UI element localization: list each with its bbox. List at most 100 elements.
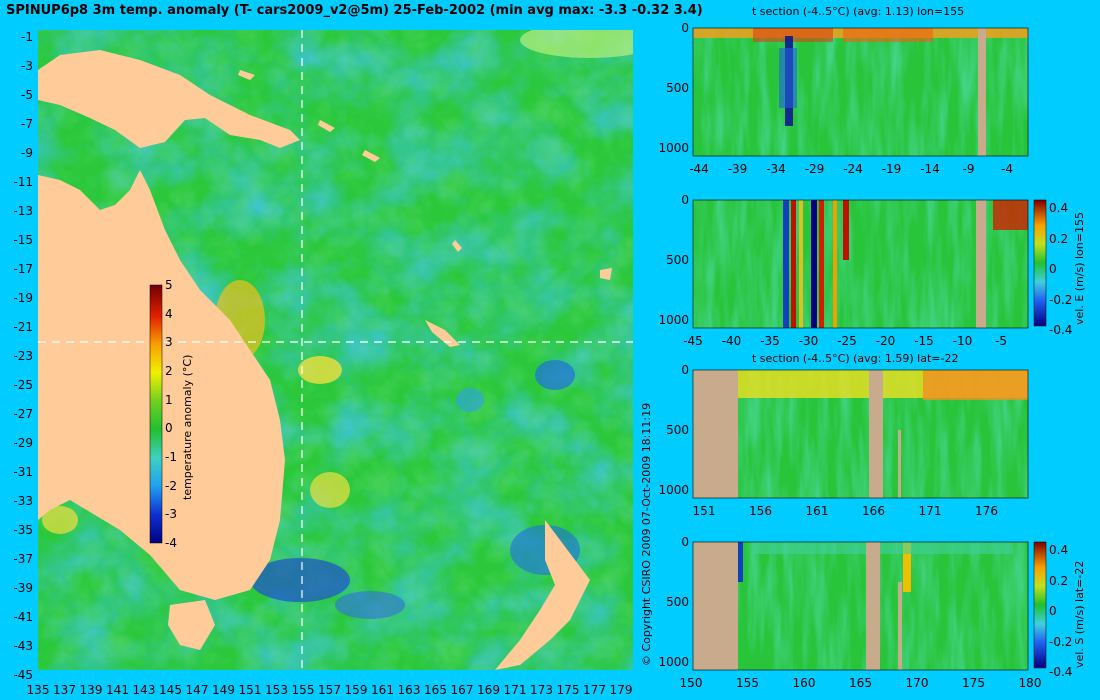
section-y-tick-label: 500 xyxy=(666,81,689,95)
map-colorbar-tick-label: -3 xyxy=(165,507,177,522)
map-y-tick-label: -23 xyxy=(13,349,33,363)
section-x-tick-label: -14 xyxy=(920,162,940,176)
map-y-tick-label: -31 xyxy=(13,465,33,479)
section-colorbar-tick-label: -0.4 xyxy=(1049,665,1073,679)
section-colorbar-tick-label: 0.2 xyxy=(1049,573,1069,588)
section-x-tick-label: -5 xyxy=(995,334,1007,348)
map-y-tick-label: -27 xyxy=(13,407,33,421)
section-x-tick-label: -45 xyxy=(683,334,703,348)
map-y-tick-label: -11 xyxy=(13,175,33,189)
map-colorbar xyxy=(149,284,163,544)
section-x-tick-label: 161 xyxy=(805,504,829,518)
map-y-tick-label: -35 xyxy=(13,523,33,537)
section-frame xyxy=(692,199,1029,329)
section-x-tick-label: 156 xyxy=(749,504,772,518)
section-colorbar-tick-label: 0.4 xyxy=(1049,543,1069,557)
section-x-tick-label: -40 xyxy=(721,334,742,348)
section-x-tick-label: 176 xyxy=(975,504,998,518)
chart-title: SPINUP6p8 3m temp. anomaly (T- cars2009_… xyxy=(6,3,703,18)
map-x-tick-label: 141 xyxy=(106,683,129,697)
map-y-tick-label: -13 xyxy=(13,204,33,218)
section2-colorbar xyxy=(1033,199,1047,327)
map-y-tick-label: -33 xyxy=(13,494,33,508)
section4-colorbar xyxy=(1033,541,1047,669)
section-x-tick-label: -44 xyxy=(689,162,709,176)
section-colorbar-tick-label: -0.4 xyxy=(1049,323,1073,337)
map-colorbar-tick-label: 0 xyxy=(165,421,173,436)
section-y-tick-label: 500 xyxy=(666,253,689,267)
section1-panel xyxy=(692,27,1029,157)
section-x-tick-label: -20 xyxy=(875,334,896,348)
section-y-tick-label: 500 xyxy=(666,595,689,609)
section-x-tick-label: 175 xyxy=(962,676,985,690)
section-x-tick-label: 160 xyxy=(792,676,816,690)
map-y-tick-label: -25 xyxy=(13,378,33,392)
map-x-tick-label: 165 xyxy=(424,683,447,697)
map-x-tick-label: 155 xyxy=(291,683,315,697)
section-feature xyxy=(799,200,803,328)
section-feature xyxy=(923,370,1028,400)
section2-panel xyxy=(692,199,1029,329)
section-feature xyxy=(783,200,789,328)
section-colorbar-tick-label: -0.2 xyxy=(1049,634,1073,649)
map-x-tick-label: 153 xyxy=(265,683,288,697)
map-x-tick-label: 157 xyxy=(318,683,341,697)
section-land xyxy=(869,370,883,498)
section-x-tick-label: -4 xyxy=(1001,162,1013,176)
map-x-tick-label: 179 xyxy=(609,683,633,697)
map-colorbar-tick-label: 4 xyxy=(165,306,173,321)
section-frame xyxy=(692,27,1029,157)
section-land xyxy=(866,542,880,670)
map-y-tick-label: -37 xyxy=(13,552,33,566)
section-x-tick-label: 170 xyxy=(905,676,929,690)
map-x-tick-label: 163 xyxy=(397,683,421,697)
section-land xyxy=(976,200,986,328)
map-x-tick-label: 143 xyxy=(132,683,156,697)
map-y-tick-label: -43 xyxy=(13,639,33,653)
section-feature xyxy=(753,28,833,42)
section-x-tick-label: -9 xyxy=(962,162,975,176)
section-x-tick-label: 171 xyxy=(918,504,942,518)
map-colorbar-label: temperature anomaly (°C) xyxy=(181,354,194,500)
map-colorbar-tick-label: 5 xyxy=(165,278,173,292)
section1-title: t section (-4..5°C) (avg: 1.13) lon=155 xyxy=(752,5,965,18)
section-x-tick-label: 166 xyxy=(862,504,885,518)
section4-colorbar-label: vel. S (m/s) lat=-22 xyxy=(1073,560,1086,668)
map-colorbar-tick-label: -2 xyxy=(165,478,177,493)
map-colorbar-tick-label: 2 xyxy=(165,364,173,378)
map-x-tick-label: 145 xyxy=(159,683,182,697)
map-x-tick-label: 151 xyxy=(238,683,262,697)
section-colorbar-tick-label: 0 xyxy=(1049,262,1057,276)
section-texture xyxy=(693,28,1028,156)
section-feature xyxy=(811,200,817,328)
section-feature xyxy=(843,200,849,260)
section-feature xyxy=(819,200,824,328)
map-x-tick-label: 147 xyxy=(185,683,209,697)
section-land xyxy=(693,370,738,498)
map-colorbar-tick-label: -1 xyxy=(165,450,177,464)
section2-colorbar-label: vel. E (m/s) lon=155 xyxy=(1073,212,1086,325)
section-feature xyxy=(833,200,837,328)
section-y-tick-label: 0 xyxy=(681,21,689,35)
map-x-tick-label: 161 xyxy=(371,683,394,697)
section-land xyxy=(978,28,986,156)
section-feature xyxy=(753,542,1013,554)
section-frame xyxy=(692,541,1029,671)
section-y-tick-label: 1000 xyxy=(658,483,689,497)
map-y-tick-label: -21 xyxy=(13,320,33,334)
map-y-tick-label: -19 xyxy=(13,291,33,305)
section-colorbar-tick-label: 0 xyxy=(1049,604,1057,618)
map-x-tick-label: 139 xyxy=(79,683,103,697)
section-texture xyxy=(693,542,1028,670)
section-feature xyxy=(993,200,1028,230)
map-y-tick-label: -39 xyxy=(13,581,33,595)
map-x-tick-label: 149 xyxy=(212,683,235,697)
section-x-tick-label: -29 xyxy=(804,162,825,176)
section-x-tick-label: 151 xyxy=(692,504,716,518)
section-y-tick-label: 1000 xyxy=(658,313,689,327)
section-x-tick-label: 165 xyxy=(849,676,872,690)
section-x-tick-label: -30 xyxy=(798,334,819,348)
section3-panel xyxy=(692,369,1029,499)
section-x-tick-label: -10 xyxy=(952,334,973,348)
section-x-tick-label: -25 xyxy=(837,334,857,348)
